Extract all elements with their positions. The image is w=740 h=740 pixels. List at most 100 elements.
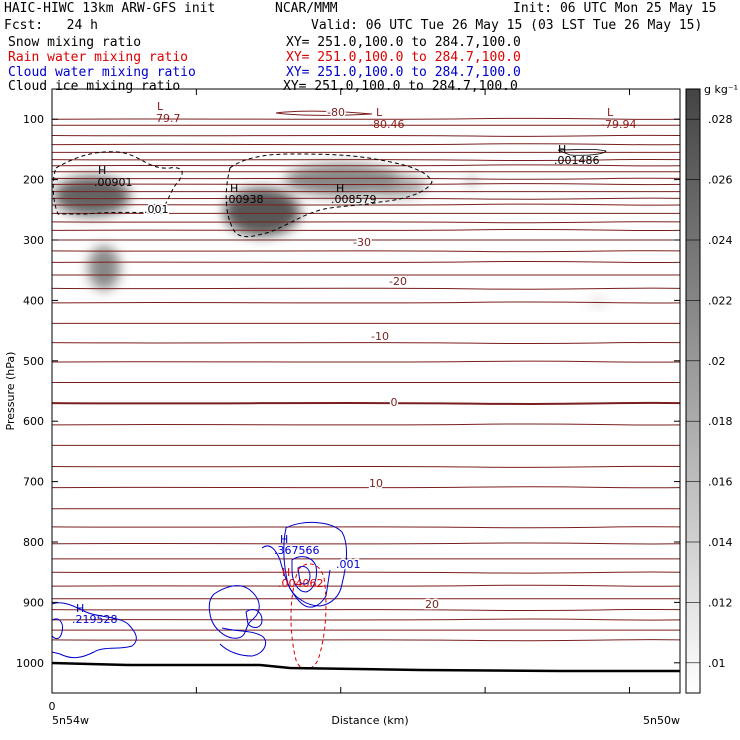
high-value: .00901 — [94, 176, 133, 189]
y-tick-labels: 100 200 300 400 500 600 700 800 900 1000 — [16, 113, 44, 670]
field-xy-rain: XY= 251.0,100.0 to 284.7,100.0 — [286, 50, 521, 65]
temp-contour-label: -30 — [353, 236, 371, 249]
field-xy-cloud-ice: XY= 251.0,100.0 to 284.7,100.0 — [283, 79, 518, 94]
y-tick-label: 700 — [23, 476, 44, 489]
temperature-contour-line — [52, 571, 680, 574]
header-title-center: NCAR/MMM — [275, 1, 338, 16]
temperature-contour-line — [52, 486, 680, 489]
field-name-cloud-ice: Cloud ice mixing ratio — [8, 79, 181, 94]
temperature-contour-line — [52, 526, 680, 529]
high-value: .008579 — [331, 193, 377, 206]
low-marker: L — [157, 100, 164, 113]
terrain-line — [51, 661, 680, 673]
high-marker: H — [280, 533, 288, 546]
colorbar-tick-label: .014 — [708, 536, 733, 549]
temperature-contour-line — [52, 360, 680, 363]
temperature-contour-line — [52, 260, 680, 264]
temperature-contour-line — [52, 542, 680, 545]
y-tick-label: 900 — [23, 596, 44, 609]
contour-labels: -80 -30 -20 -10 0 10 20 .001 .001 — [143, 105, 441, 613]
temperature-contour-line — [52, 221, 680, 224]
high-marker: H — [230, 182, 238, 195]
snow-contour-label: .001 — [144, 203, 169, 216]
temperature-contour-line — [52, 608, 680, 612]
snow-contour — [52, 151, 183, 215]
temp-contour-label: 20 — [425, 598, 439, 611]
temperature-contour-line — [52, 228, 680, 232]
temperature-contour-line — [52, 134, 680, 137]
low-value: -80.46 — [369, 118, 404, 131]
plot-frame — [51, 88, 681, 694]
low-marker: L — [376, 106, 383, 119]
x-origin-label: 0 — [49, 700, 56, 713]
snow-blob — [465, 174, 479, 188]
field-name-rain: Rain water mixing ratio — [8, 50, 189, 65]
temperature-contour-line — [52, 639, 680, 642]
high-value: .219528 — [72, 613, 118, 626]
snow-blob — [374, 174, 426, 198]
temp-contour-label: -20 — [389, 275, 407, 288]
colorbar-tick-label: .024 — [708, 234, 733, 247]
y-tick-label: 800 — [23, 536, 44, 549]
colorbar-tick-label: .028 — [708, 113, 733, 126]
temp-contour-label: 10 — [369, 477, 383, 490]
temperature-contour-line — [52, 143, 680, 146]
header-init: Init: 06 UTC Mon 25 May 15 — [513, 1, 717, 16]
cloud-water-contour — [297, 565, 311, 585]
field-name-snow: Snow mixing ratio — [8, 35, 142, 50]
temperature-contour-line — [52, 183, 680, 186]
snow-contour — [225, 153, 433, 238]
field-xy-cloud-water: XY= 251.0,100.0 to 284.7,100.0 — [286, 65, 521, 80]
temperature-contour-line — [52, 117, 680, 120]
low-value: -79.7 — [152, 112, 180, 125]
colorbar: g kg⁻¹ .028 .026 .024 .022 .02 .018 .016 .014 .0… — [685, 83, 738, 694]
temperature-contour-line — [52, 341, 680, 345]
temp-contour-label: -10 — [371, 330, 389, 343]
cloud-water-contour — [261, 545, 331, 608]
temperature-contour-line — [52, 250, 680, 253]
low-value: -79.94 — [601, 118, 636, 131]
field-name-cloud-water: Cloud water mixing ratio — [8, 65, 196, 80]
temperature-contour-line — [52, 203, 680, 206]
x-left-label: 5n54w — [52, 714, 89, 727]
cloud-water-contour — [283, 522, 348, 607]
temperature-contour-line — [275, 110, 373, 116]
y-tick-label: 400 — [23, 294, 44, 307]
header-fcst: Fcst: 24 h — [4, 18, 98, 33]
x-right-label: 5n50w — [643, 714, 680, 727]
field-xy-snow: XY= 251.0,100.0 to 284.7,100.0 — [286, 35, 521, 50]
extrema-markers: L -79.7 L -80.46 L -79.94 H .00901 H .00… — [72, 100, 636, 626]
high-value: .004062 — [278, 577, 324, 590]
temperature-contour-line — [52, 301, 680, 304]
y-tick-label: 500 — [23, 355, 44, 368]
colorbar-tick-label: .026 — [708, 174, 733, 187]
y-tick-label: 1000 — [16, 657, 44, 670]
temperature-contour-line — [52, 177, 680, 180]
moisture-contours — [52, 148, 607, 670]
header-valid: Valid: 06 UTC Tue 26 May 15 (03 LST Tue … — [311, 18, 703, 33]
temperature-contour-line — [52, 287, 680, 290]
snow-contour — [557, 148, 607, 156]
colorbar-tick-label: .016 — [708, 476, 733, 489]
temperature-contour-line — [52, 465, 680, 468]
high-value: .367566 — [274, 544, 320, 557]
y-tick-label: 200 — [23, 174, 44, 187]
colorbar-tick-label: .02 — [708, 355, 726, 368]
temperature-contour-line — [52, 158, 680, 162]
high-value: .001486 — [554, 154, 600, 167]
y-tick-label: 600 — [23, 415, 44, 428]
temp-contour-label: 0 — [391, 396, 398, 409]
high-marker: H — [98, 164, 106, 177]
snow-blob — [54, 176, 130, 216]
temperature-contour-line — [52, 584, 680, 587]
header-title-left: HAIC-HIWC 13km ARW-GFS init — [4, 1, 216, 16]
colorbar-tick-label: .022 — [708, 294, 733, 307]
high-marker: H — [336, 182, 344, 195]
colorbar-tick-label: .01 — [708, 657, 726, 670]
colorbar-tick-label: .012 — [708, 596, 733, 609]
temperature-contour-line — [52, 423, 680, 426]
cloud-water-contour — [52, 618, 63, 640]
cloud-water-contour — [245, 609, 263, 628]
cloud-water-contour — [219, 627, 267, 657]
frame-ticks — [51, 89, 680, 693]
